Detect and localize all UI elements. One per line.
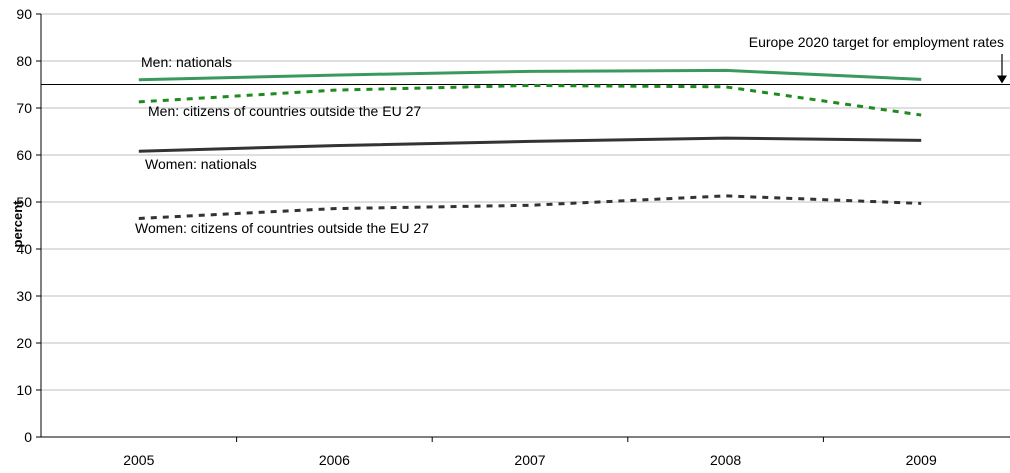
series-label: Women: citizens of countries outside the… xyxy=(135,220,429,236)
y-tick-label: 90 xyxy=(16,6,32,22)
y-tick-label: 50 xyxy=(16,194,32,210)
y-axis-title: percent xyxy=(10,200,25,248)
series-line-1 xyxy=(138,68,922,82)
target-arrow-head xyxy=(997,75,1007,84)
x-ticks: 2005 2006 2007 2008 2009 xyxy=(123,437,937,468)
series-line-4 xyxy=(138,194,922,220)
series-line-2 xyxy=(138,83,922,117)
gridlines xyxy=(41,13,1010,391)
x-tick-label: 2006 xyxy=(319,452,350,468)
x-tick-label: 2007 xyxy=(514,452,545,468)
y-tick-label: 20 xyxy=(16,335,32,351)
y-tick-label: 40 xyxy=(16,241,32,257)
reference-group: Europe 2020 target for employment rates xyxy=(41,34,1010,85)
target-label: Europe 2020 target for employment rates xyxy=(749,34,1004,50)
y-tick-label: 70 xyxy=(16,100,32,116)
series-line-3 xyxy=(138,136,922,153)
y-ticks: 0 10 20 30 40 50 60 70 80 90 xyxy=(16,6,41,445)
x-tick-label: 2008 xyxy=(710,452,741,468)
series-label: Men: nationals xyxy=(141,54,232,70)
y-tick-label: 60 xyxy=(16,147,32,163)
x-tick-label: 2005 xyxy=(123,452,154,468)
series-label: Men: citizens of countries outside the E… xyxy=(148,103,421,119)
y-tick-label: 80 xyxy=(16,53,32,69)
x-tick-label: 2009 xyxy=(906,452,937,468)
y-tick-label: 0 xyxy=(24,429,32,445)
series-labels: Men: nationals Men: citizens of countries… xyxy=(135,54,429,236)
series-label: Women: nationals xyxy=(145,156,257,172)
y-tick-label: 10 xyxy=(16,382,32,398)
y-tick-label: 30 xyxy=(16,288,32,304)
series-lines xyxy=(138,68,922,220)
